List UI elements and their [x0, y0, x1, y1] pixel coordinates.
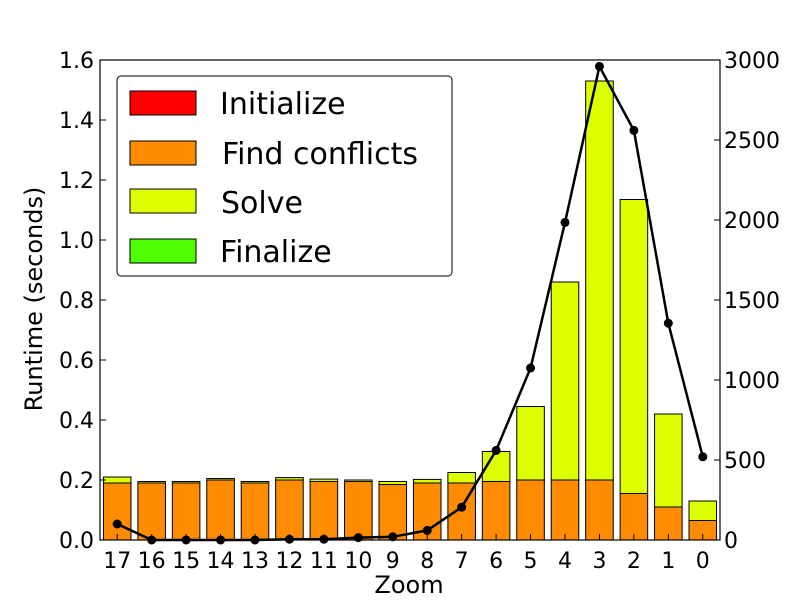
bar-find-conflicts-zoom-6	[481, 481, 511, 541]
bar-find-conflicts-zoom-3	[585, 479, 614, 541]
bar-solve-zoom-7	[447, 472, 476, 484]
bar-find-conflicts-zoom-14	[206, 479, 235, 541]
y-tick-label: 0.2	[59, 469, 94, 494]
bar-find-conflicts-zoom-5	[516, 479, 545, 541]
legend-swatch-solve	[129, 188, 197, 214]
bar-find-conflicts-zoom-4	[550, 479, 580, 541]
y-tick-label: 0.0	[59, 529, 94, 554]
x-tick-label: 8	[420, 549, 434, 574]
legend-label-find-conflicts: Find conflicts	[222, 137, 418, 172]
x-tick-label: 7	[455, 549, 469, 574]
x-tick-label: 11	[310, 549, 338, 574]
bar-find-conflicts-zoom-1	[654, 506, 683, 541]
y2-tick-label: 2500	[724, 129, 780, 154]
bar-solve-zoom-11	[309, 478, 339, 483]
bar-solve-zoom-4	[550, 281, 580, 481]
y2-tick-label: 3000	[724, 49, 780, 74]
x-tick-label: 15	[172, 549, 200, 574]
x-tick-label: 4	[558, 549, 572, 574]
line-point-zoom-1	[663, 318, 673, 328]
bar-find-conflicts-zoom-2	[619, 493, 649, 541]
line-point-zoom-17	[112, 519, 122, 529]
bar-solve-zoom-16	[137, 481, 166, 484]
legend-swatch-finalize	[129, 238, 197, 264]
y2-tick-label: 500	[724, 449, 766, 474]
y2-tick-label: 2000	[724, 209, 780, 234]
bar-solve-zoom-12	[275, 477, 304, 481]
line-point-zoom-5	[526, 363, 536, 373]
line-point-zoom-8	[422, 525, 432, 535]
bar-solve-zoom-13	[240, 481, 270, 484]
legend: Initialize Find conflicts Solve Finalize	[116, 75, 453, 277]
y2-tick-label: 1500	[724, 289, 780, 314]
x-tick-label: 14	[207, 549, 235, 574]
legend-label-initialize: Initialize	[220, 87, 346, 122]
y-tick-label: 1.4	[59, 109, 94, 134]
y-tick-label: 0.6	[59, 349, 94, 374]
x-tick-label: 2	[627, 549, 641, 574]
y-tick-label: 0.8	[59, 289, 94, 314]
line-point-zoom-0	[698, 452, 708, 462]
y-tick-label: 1.2	[59, 169, 94, 194]
x-tick-label: 5	[524, 549, 538, 574]
bar-solve-zoom-1	[654, 413, 683, 508]
line-point-zoom-7	[457, 502, 467, 512]
x-tick-label: 10	[344, 549, 372, 574]
x-tick-label: 1	[661, 549, 675, 574]
bar-find-conflicts-zoom-16	[137, 482, 166, 541]
y-tick-label: 1.6	[59, 49, 94, 74]
x-axis-ticks: 17 16 15 14 13 12 11 10 9 8 7 6 5 4 3 2 1 0	[103, 534, 710, 574]
bar-find-conflicts-zoom-17	[102, 482, 132, 541]
bar-find-conflicts-zoom-15	[171, 482, 201, 541]
bars-layer	[102, 80, 718, 541]
bar-solve-zoom-8	[412, 478, 442, 484]
bar-find-conflicts-zoom-9	[378, 484, 408, 541]
bar-solve-zoom-15	[171, 481, 201, 484]
y2-tick-label: 1000	[724, 369, 780, 394]
bar-solve-zoom-10	[344, 479, 373, 482]
bar-find-conflicts-zoom-10	[344, 481, 373, 541]
bar-solve-zoom-14	[206, 478, 235, 481]
bar-solve-zoom-2	[619, 199, 649, 494]
legend-swatch-find-conflicts	[129, 140, 197, 166]
x-tick-label: 16	[138, 549, 166, 574]
y-axis-label: Runtime (seconds)	[20, 187, 48, 412]
x-tick-label: 17	[103, 549, 131, 574]
bar-find-conflicts-zoom-13	[240, 482, 270, 541]
legend-label-finalize: Finalize	[220, 235, 332, 270]
x-tick-label: 9	[386, 549, 400, 574]
legend-swatch-initialize	[129, 90, 197, 116]
line-point-zoom-4	[560, 217, 570, 227]
y-tick-label: 1.0	[59, 229, 94, 254]
y-axis-ticks: 0.0 0.2 0.4 0.6 0.8 1.0 1.2 1.4 1.6	[59, 49, 106, 554]
bar-solve-zoom-0	[688, 500, 718, 521]
legend-label-solve: Solve	[221, 186, 303, 221]
bar-solve-zoom-9	[378, 481, 408, 485]
x-axis-label: Zoom	[374, 571, 443, 599]
line-point-zoom-2	[629, 125, 639, 135]
bar-find-conflicts-zoom-12	[275, 479, 304, 541]
bar-solve-zoom-17	[102, 476, 132, 484]
bar-solve-zoom-5	[516, 406, 545, 481]
bar-solve-zoom-3	[585, 80, 614, 481]
line-point-zoom-3	[594, 61, 604, 71]
x-tick-label: 6	[489, 549, 503, 574]
x-tick-label: 12	[275, 549, 303, 574]
x-tick-label: 0	[696, 549, 710, 574]
bar-find-conflicts-zoom-11	[309, 481, 339, 541]
x-tick-label: 3	[592, 549, 606, 574]
y2-axis-ticks: 0 500 1000 1500 2000 2500 3000	[714, 49, 780, 554]
line-point-zoom-6	[491, 445, 501, 455]
y-tick-label: 0.4	[59, 409, 94, 434]
x-tick-label: 13	[241, 549, 269, 574]
legend-frame	[116, 75, 453, 277]
y2-tick-label: 0	[724, 529, 738, 554]
